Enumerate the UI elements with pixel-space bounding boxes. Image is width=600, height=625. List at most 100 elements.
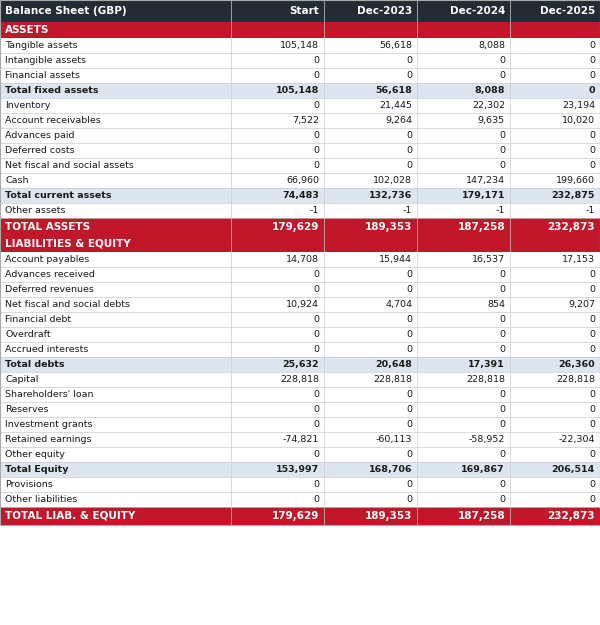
Text: 0: 0: [406, 420, 412, 429]
Text: 26,360: 26,360: [559, 360, 595, 369]
Text: 232,875: 232,875: [551, 191, 595, 200]
Text: -22,304: -22,304: [559, 435, 595, 444]
Text: 0: 0: [589, 56, 595, 65]
Text: 0: 0: [589, 71, 595, 80]
Text: Dec-2025: Dec-2025: [540, 6, 595, 16]
Text: 22,302: 22,302: [472, 101, 505, 110]
Text: Total debts: Total debts: [5, 360, 65, 369]
Text: -74,821: -74,821: [283, 435, 319, 444]
Text: Other equity: Other equity: [5, 450, 65, 459]
Text: 0: 0: [589, 41, 595, 50]
Bar: [0, 357, 600, 372]
Text: Provisions: Provisions: [5, 480, 53, 489]
Text: 0: 0: [499, 285, 505, 294]
Text: -1: -1: [310, 206, 319, 215]
Text: 0: 0: [313, 161, 319, 170]
Bar: [0, 22, 600, 38]
Text: 0: 0: [313, 71, 319, 80]
Bar: [0, 53, 600, 68]
Bar: [0, 38, 600, 53]
Text: Balance Sheet (GBP): Balance Sheet (GBP): [5, 6, 127, 16]
Text: 0: 0: [406, 405, 412, 414]
Text: Retained earnings: Retained earnings: [5, 435, 91, 444]
Text: 0: 0: [406, 390, 412, 399]
Text: 21,445: 21,445: [379, 101, 412, 110]
Text: 0: 0: [406, 131, 412, 140]
Bar: [0, 477, 600, 492]
Text: Capital: Capital: [5, 375, 38, 384]
Bar: [0, 218, 600, 236]
Text: 0: 0: [406, 480, 412, 489]
Text: 0: 0: [589, 330, 595, 339]
Text: 74,483: 74,483: [282, 191, 319, 200]
Text: 187,258: 187,258: [457, 511, 505, 521]
Text: 17,391: 17,391: [468, 360, 505, 369]
Text: 0: 0: [499, 161, 505, 170]
Text: 0: 0: [499, 345, 505, 354]
Text: Inventory: Inventory: [5, 101, 50, 110]
Bar: [0, 252, 600, 267]
Text: 14,708: 14,708: [286, 255, 319, 264]
Text: 0: 0: [499, 330, 505, 339]
Text: 9,207: 9,207: [568, 300, 595, 309]
Text: 8,088: 8,088: [475, 86, 505, 95]
Text: 0: 0: [313, 56, 319, 65]
Text: 228,818: 228,818: [466, 375, 505, 384]
Text: 0: 0: [406, 270, 412, 279]
Text: 105,148: 105,148: [280, 41, 319, 50]
Bar: [0, 143, 600, 158]
Text: 0: 0: [313, 450, 319, 459]
Bar: [0, 327, 600, 342]
Text: 0: 0: [406, 315, 412, 324]
Text: 10,020: 10,020: [562, 116, 595, 125]
Bar: [0, 282, 600, 297]
Text: 0: 0: [313, 345, 319, 354]
Text: 187,258: 187,258: [457, 222, 505, 232]
Text: 0: 0: [313, 420, 319, 429]
Text: 0: 0: [406, 345, 412, 354]
Text: 189,353: 189,353: [365, 511, 412, 521]
Text: 9,635: 9,635: [478, 116, 505, 125]
Bar: [0, 113, 600, 128]
Text: 147,234: 147,234: [466, 176, 505, 185]
Text: Other assets: Other assets: [5, 206, 65, 215]
Text: 15,944: 15,944: [379, 255, 412, 264]
Text: 23,194: 23,194: [562, 101, 595, 110]
Text: 189,353: 189,353: [365, 222, 412, 232]
Text: 0: 0: [406, 330, 412, 339]
Text: 206,514: 206,514: [552, 465, 595, 474]
Bar: [0, 402, 600, 417]
Text: Deferred costs: Deferred costs: [5, 146, 74, 155]
Text: 0: 0: [499, 390, 505, 399]
Text: 0: 0: [589, 480, 595, 489]
Text: 66,960: 66,960: [286, 176, 319, 185]
Bar: [0, 267, 600, 282]
Text: -1: -1: [586, 206, 595, 215]
Bar: [0, 387, 600, 402]
Text: 0: 0: [406, 161, 412, 170]
Bar: [0, 492, 600, 507]
Text: 0: 0: [313, 101, 319, 110]
Bar: [0, 447, 600, 462]
Text: 0: 0: [589, 270, 595, 279]
Text: 0: 0: [406, 146, 412, 155]
Bar: [0, 312, 600, 327]
Text: Financial debt: Financial debt: [5, 315, 71, 324]
Text: 0: 0: [499, 270, 505, 279]
Text: Shareholders' loan: Shareholders' loan: [5, 390, 94, 399]
Text: 228,818: 228,818: [280, 375, 319, 384]
Bar: [0, 432, 600, 447]
Text: 0: 0: [589, 420, 595, 429]
Text: 179,629: 179,629: [272, 222, 319, 232]
Text: 17,153: 17,153: [562, 255, 595, 264]
Text: 228,818: 228,818: [556, 375, 595, 384]
Text: Accrued interests: Accrued interests: [5, 345, 88, 354]
Text: 4,704: 4,704: [385, 300, 412, 309]
Text: ASSETS: ASSETS: [5, 25, 49, 35]
Text: Overdraft: Overdraft: [5, 330, 50, 339]
Text: 0: 0: [313, 330, 319, 339]
Bar: [0, 462, 600, 477]
Text: Intangible assets: Intangible assets: [5, 56, 86, 65]
Text: 105,148: 105,148: [275, 86, 319, 95]
Text: 0: 0: [499, 495, 505, 504]
